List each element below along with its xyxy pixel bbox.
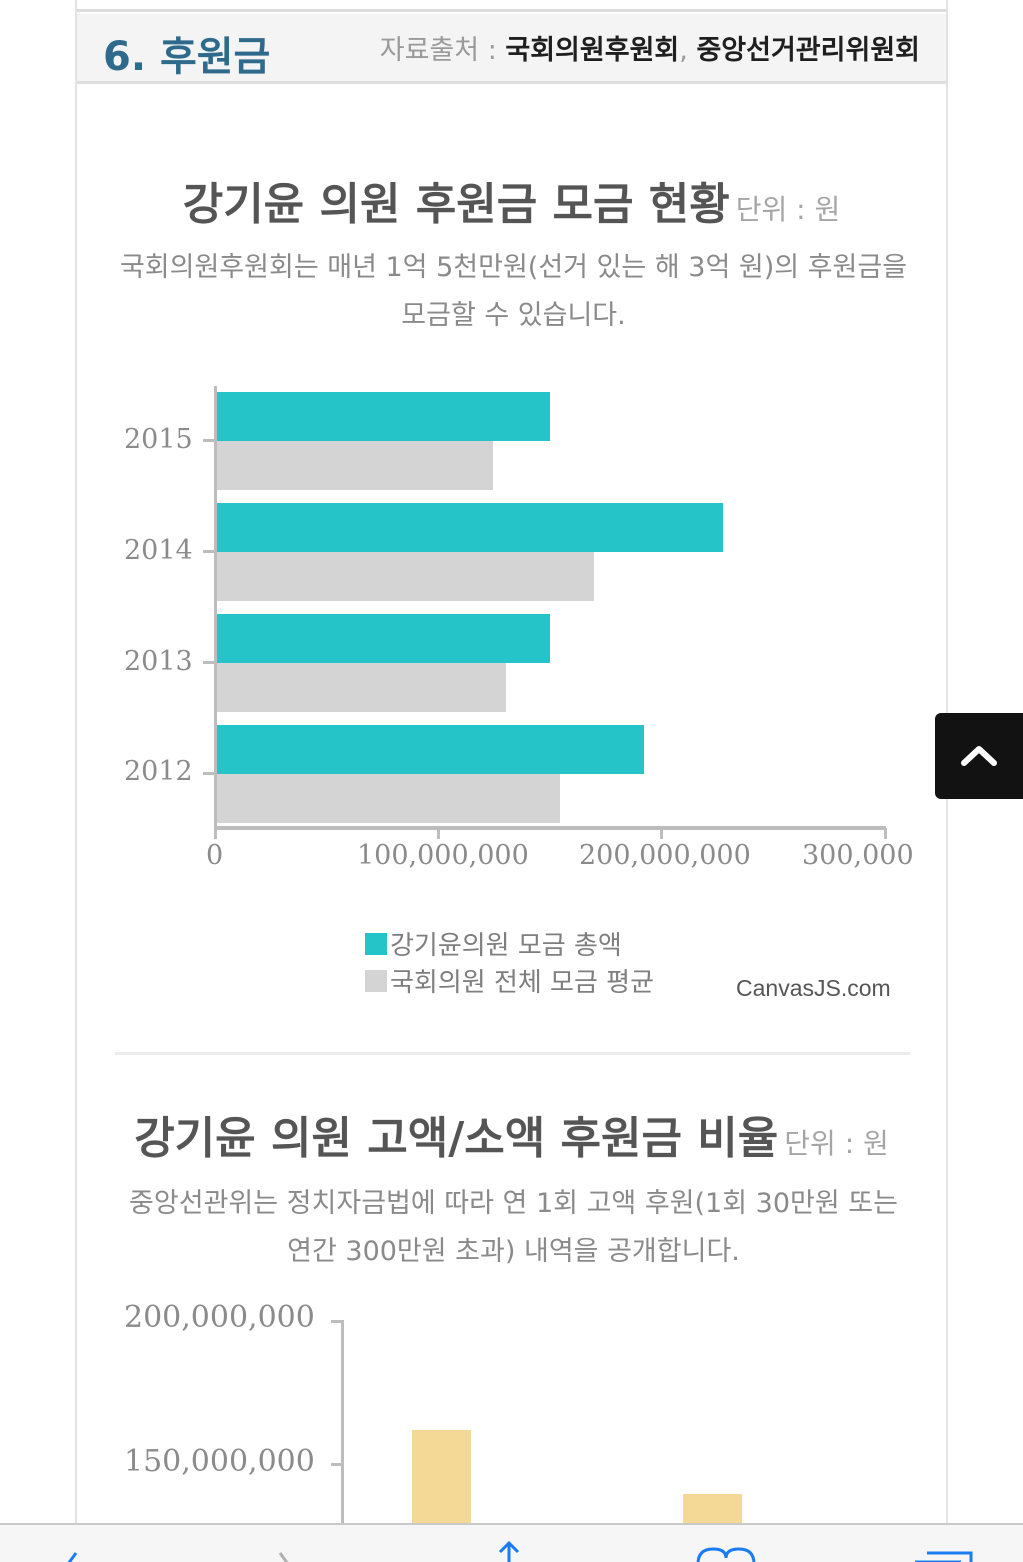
chart2-y-axis bbox=[341, 1320, 344, 1530]
bar-large-donation[interactable] bbox=[412, 1430, 471, 1530]
bar-2014-total[interactable] bbox=[217, 503, 723, 552]
y-tick bbox=[331, 1463, 342, 1466]
section-header: 6. 후원금 자료출처 : 국회의원후원회, 중앙선거관리위원회 bbox=[77, 14, 946, 84]
forward-icon bbox=[278, 1552, 289, 1562]
chart1-title-text: 강기윤 의원 후원금 모금 현황 bbox=[182, 179, 730, 230]
y-label-2013: 2013 bbox=[124, 646, 193, 677]
x-tick bbox=[214, 828, 217, 839]
x-label-100m: 100,000,000 bbox=[357, 840, 529, 871]
browser-toolbar bbox=[0, 1523, 1023, 1562]
x-tick bbox=[660, 828, 663, 839]
section-divider bbox=[115, 1052, 910, 1055]
x-label-200m: 200,000,000 bbox=[579, 840, 751, 871]
source-value-assembly: 국회의원후원회 bbox=[505, 35, 680, 66]
x-tick bbox=[437, 828, 440, 839]
chart1-unit: 단위 : 원 bbox=[735, 193, 841, 226]
chart2-unit: 단위 : 원 bbox=[784, 1127, 889, 1160]
bar-2012-total[interactable] bbox=[217, 725, 644, 774]
source-separator: , bbox=[679, 35, 697, 66]
bar-2015-average[interactable] bbox=[217, 441, 493, 490]
back-to-top-button[interactable] bbox=[935, 713, 1023, 799]
chart1-title: 강기윤 의원 후원금 모금 현황 단위 : 원 bbox=[77, 168, 946, 232]
y-label-200m: 200,000,000 bbox=[124, 1300, 315, 1335]
chart2-description: 중앙선관위는 정치자금법에 따라 연 1회 고액 후원(1회 30만원 또는 연… bbox=[129, 1188, 898, 1267]
legend-label: 국회의원 전체 모금 평균 bbox=[390, 968, 654, 998]
y-tick bbox=[203, 661, 215, 664]
x-tick bbox=[884, 828, 887, 839]
chevron-up-icon bbox=[961, 746, 997, 766]
bookmarks-icon bbox=[696, 1547, 756, 1562]
chart2-title-text: 강기윤 의원 고액/소액 후원금 비율 bbox=[134, 1113, 779, 1164]
bar-2015-total[interactable] bbox=[217, 392, 550, 441]
y-tick bbox=[203, 550, 215, 553]
bar-2012-average[interactable] bbox=[217, 774, 560, 823]
forward-button[interactable] bbox=[250, 1525, 330, 1562]
source-value-nec: 중앙선거관리위원회 bbox=[696, 35, 920, 66]
y-tick bbox=[331, 1320, 342, 1323]
legend-item-average[interactable]: 국회의원 전체 모금 평균 bbox=[365, 962, 654, 999]
y-label-150m: 150,000,000 bbox=[124, 1444, 315, 1479]
tabs-icon bbox=[915, 1551, 973, 1562]
legend-item-total[interactable]: 강기윤의원 모금 총액 bbox=[365, 925, 622, 962]
data-source: 자료출처 : 국회의원후원회, 중앙선거관리위원회 bbox=[380, 28, 920, 67]
y-label-2012: 2012 bbox=[124, 756, 193, 787]
chart1-y-axis bbox=[214, 386, 217, 828]
y-tick bbox=[203, 439, 215, 442]
legend-swatch-grey bbox=[365, 969, 387, 992]
y-label-2015: 2015 bbox=[124, 424, 193, 455]
bar-2013-average[interactable] bbox=[217, 663, 506, 712]
content-card: 6. 후원금 자료출처 : 국회의원후원회, 중앙선거관리위원회 강기윤 의원 … bbox=[75, 0, 948, 1562]
bar-2014-average[interactable] bbox=[217, 552, 594, 601]
bar-2013-total[interactable] bbox=[217, 614, 550, 663]
share-button[interactable] bbox=[470, 1525, 550, 1562]
share-icon bbox=[498, 1540, 520, 1562]
source-label: 자료출처 : bbox=[379, 35, 506, 66]
y-tick bbox=[203, 772, 215, 775]
section-title: 6. 후원금 bbox=[103, 34, 271, 80]
x-label-0: 0 bbox=[206, 840, 224, 871]
canvasjs-credit-link[interactable]: CanvasJS.com bbox=[736, 975, 891, 1001]
bookmarks-button[interactable] bbox=[688, 1525, 768, 1562]
previous-section-bottom bbox=[77, 0, 946, 12]
legend-swatch-teal bbox=[365, 932, 387, 955]
tabs-button[interactable] bbox=[905, 1525, 985, 1562]
x-label-300k: 300,000 bbox=[802, 840, 914, 871]
chart1-x-axis bbox=[214, 826, 886, 830]
back-button[interactable] bbox=[40, 1525, 120, 1562]
y-label-2014: 2014 bbox=[124, 535, 193, 566]
legend-label: 강기윤의원 모금 총액 bbox=[390, 931, 622, 961]
chart1-description: 국회의원후원회는 매년 1억 5천만원(선거 있는 해 3억 원)의 후원금을 … bbox=[119, 252, 908, 331]
chart2-title: 강기윤 의원 고액/소액 후원금 비율 단위 : 원 bbox=[77, 1102, 946, 1166]
back-icon bbox=[67, 1552, 78, 1562]
